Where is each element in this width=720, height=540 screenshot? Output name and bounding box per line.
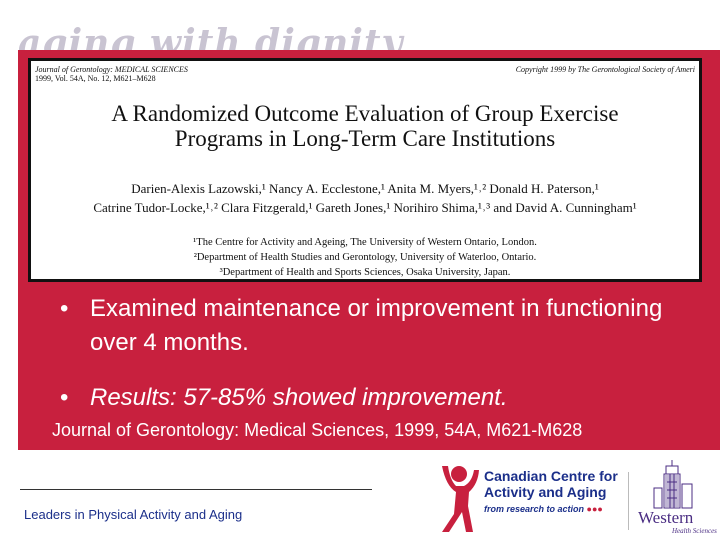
bullet-list: • Examined maintenance or improvement in… — [60, 292, 700, 413]
dots-icon: ●●● — [586, 504, 603, 514]
ccaa-tagline: from research to action ●●● — [484, 504, 603, 514]
bullet-text-functioning: Examined maintenance or improvement in f… — [90, 295, 663, 356]
journal-name: Journal of Gerontology: MEDICAL SCIENCES — [35, 65, 188, 74]
western-name: Western — [638, 508, 694, 527]
journal-info: Journal of Gerontology: MEDICAL SCIENCES… — [35, 65, 188, 83]
ccaa-tagline-text: from research to action — [484, 504, 585, 514]
western-logo: Western Health Sciences — [634, 460, 718, 538]
article-title: A Randomized Outcome Evaluation of Group… — [31, 101, 699, 151]
bullet-text-results: Results: 57-85% showed improvement. — [90, 384, 508, 411]
citation-text: Journal of Gerontology: Medical Sciences… — [52, 420, 583, 440]
article-title-line2: Programs in Long-Term Care Institutions — [174, 126, 556, 151]
logo-divider — [628, 472, 629, 530]
article-authors: Darien-Alexis Lazowski,¹ Nancy A. Eccles… — [31, 179, 699, 217]
ccaa-name: Canadian Centre for Activity and Aging — [484, 468, 618, 500]
authors-line1: Darien-Alexis Lazowski,¹ Nancy A. Eccles… — [131, 181, 599, 196]
article-title-line1: A Randomized Outcome Evaluation of Group… — [111, 101, 619, 126]
footer-divider — [20, 489, 372, 490]
affiliation-3: ³Department of Health and Sports Science… — [219, 267, 511, 278]
journal-volume: 1999, Vol. 54A, No. 12, M621–M628 — [35, 74, 156, 83]
ccaa-logo: Canadian Centre for Activity and Aging f… — [432, 462, 632, 534]
bullet-item: • Examined maintenance or improvement in… — [60, 292, 700, 360]
bullet-marker: • — [60, 295, 69, 322]
affiliation-2: ²Department of Health Studies and Geront… — [193, 252, 537, 263]
western-subtitle: Health Sciences — [672, 527, 717, 535]
footer-tagline: Leaders in Physical Activity and Aging — [24, 507, 243, 522]
bullet-marker: • — [60, 384, 69, 411]
tower-icon — [653, 460, 693, 509]
authors-line2: Catrine Tudor-Locke,¹˒² Clara Fitzgerald… — [93, 200, 637, 215]
running-figure-icon — [442, 466, 479, 532]
ccaa-name-line2: Activity and Aging — [484, 484, 607, 500]
copyright-notice: Copyright 1999 by The Gerontological Soc… — [515, 65, 695, 74]
affiliation-1: ¹The Centre for Activity and Ageing, The… — [193, 237, 537, 248]
bullet-item: • Results: 57-85% showed improvement. — [60, 383, 700, 413]
article-header-image: Journal of Gerontology: MEDICAL SCIENCES… — [28, 58, 702, 282]
ccaa-name-line1: Canadian Centre for — [484, 468, 618, 484]
article-affiliations: ¹The Centre for Activity and Ageing, The… — [31, 235, 699, 280]
